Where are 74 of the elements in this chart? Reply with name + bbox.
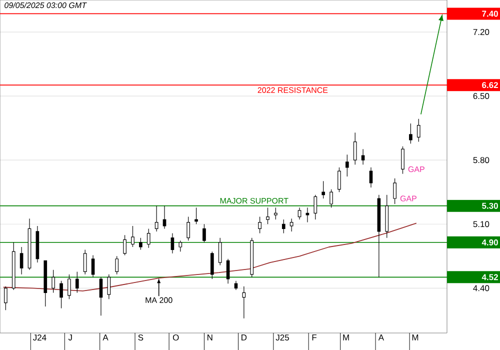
x-tick-label: M — [412, 334, 418, 340]
candlestick — [416, 118, 420, 142]
candlestick — [4, 286, 8, 310]
candlestick — [194, 207, 198, 224]
y-tick-label: 4.40 — [473, 285, 490, 292]
candlestick — [99, 276, 103, 316]
candlestick — [52, 270, 55, 294]
annotation: 09/05/2025 03:00 GMT — [4, 2, 87, 8]
candlestick — [107, 274, 111, 300]
candlestick — [369, 167, 373, 188]
candlestick — [290, 218, 294, 232]
x-tick-label: S — [138, 334, 144, 341]
candlestick — [409, 123, 412, 144]
candlestick — [330, 189, 333, 208]
candlestick — [242, 286, 246, 319]
candlestick — [401, 146, 404, 174]
candlestick — [146, 228, 150, 248]
y-tick-label: 6.50 — [473, 93, 490, 100]
candlestick — [226, 258, 230, 284]
candlestick — [234, 280, 238, 290]
candlestick — [218, 238, 222, 266]
candlestick — [60, 280, 63, 309]
candlestick — [162, 206, 166, 229]
candlestick — [338, 167, 341, 192]
candlestick — [298, 207, 302, 220]
candlestick — [91, 254, 95, 278]
candlestick — [154, 206, 158, 232]
annotation: GAP — [408, 166, 424, 172]
candlestick — [210, 251, 214, 280]
candlestick — [314, 194, 318, 220]
candlestick — [361, 148, 365, 165]
annotation: GAP — [400, 196, 416, 202]
candlestick — [258, 216, 262, 234]
candlestick — [115, 256, 119, 275]
y-tick-label: 7.20 — [473, 29, 490, 36]
candlestick — [306, 207, 310, 223]
candlestick — [322, 180, 326, 199]
y-tick-label: 5.10 — [473, 221, 490, 228]
annotation: MAJOR SUPPORT — [220, 198, 288, 204]
candlestick — [20, 246, 24, 275]
x-tick-label: N — [208, 334, 212, 340]
x-tick-label: A — [378, 334, 384, 340]
x-tick-label: A — [102, 334, 108, 340]
candlestick — [170, 232, 174, 254]
x-tick-label: O — [172, 334, 179, 341]
candlestick — [139, 238, 142, 250]
ref-line-label: 5.30 — [482, 202, 498, 209]
candlestick — [393, 178, 396, 204]
candlestick — [123, 234, 126, 256]
candlestick — [274, 207, 278, 220]
x-tick-label: D — [242, 334, 247, 340]
x-tick-label: J25 — [276, 334, 289, 341]
x-tick-label: F — [312, 334, 317, 340]
y-tick-label: 5.80 — [473, 157, 490, 164]
candlestick — [282, 219, 286, 234]
candlestick — [202, 224, 206, 243]
candlestick — [68, 274, 71, 300]
annotation: 2022 RESISTANCE — [258, 87, 328, 93]
ref-line-label: 4.52 — [482, 274, 498, 280]
candlestick — [186, 216, 190, 241]
ref-line-label: 7.40 — [482, 10, 498, 17]
x-tick-label: J24 — [32, 334, 46, 341]
candlestick — [75, 271, 79, 294]
x-tick-label: M — [343, 334, 349, 340]
ref-line-label: 6.62 — [482, 82, 498, 88]
candlestick — [266, 207, 270, 224]
candlestick — [178, 240, 182, 252]
x-tick-label: J — [68, 334, 72, 340]
candlestick — [353, 132, 357, 165]
ref-line-label: 4.90 — [482, 239, 498, 246]
text: MA 200 — [146, 297, 172, 303]
candlestick — [346, 154, 349, 177]
candlestick — [131, 226, 134, 248]
candlestick — [83, 249, 87, 275]
